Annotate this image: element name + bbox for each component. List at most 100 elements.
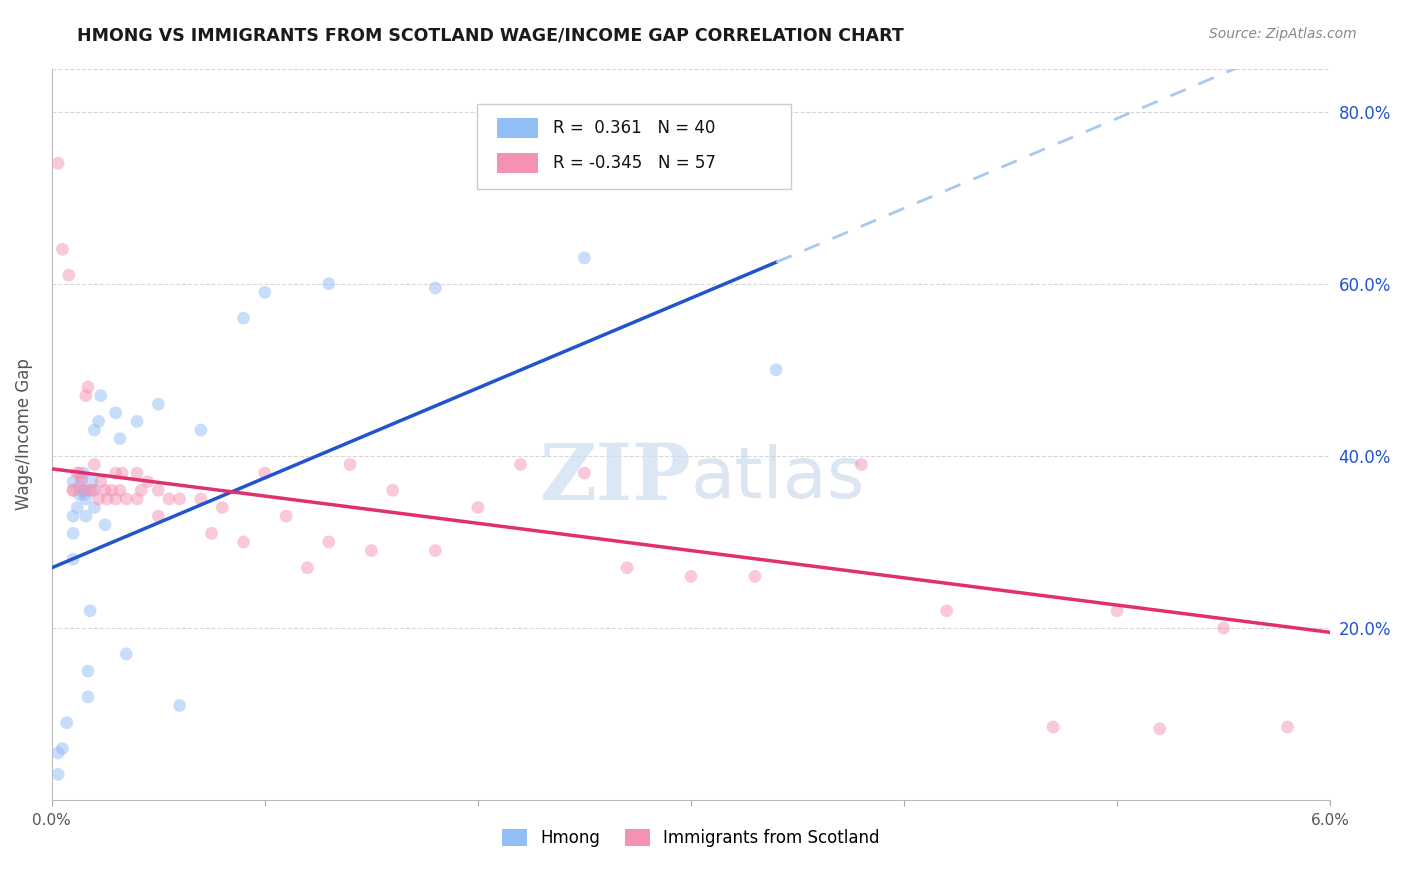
Point bbox=[157, 491, 180, 506]
Point bbox=[111, 466, 134, 480]
Point bbox=[83, 458, 105, 472]
FancyBboxPatch shape bbox=[496, 153, 537, 173]
Point bbox=[318, 277, 340, 291]
Point bbox=[339, 458, 361, 472]
Point bbox=[108, 483, 131, 498]
Point bbox=[1042, 720, 1064, 734]
Point bbox=[297, 561, 319, 575]
Point bbox=[75, 491, 97, 506]
Point bbox=[115, 491, 138, 506]
Point bbox=[125, 466, 148, 480]
Point bbox=[46, 767, 69, 781]
Point bbox=[1107, 604, 1129, 618]
Point bbox=[509, 458, 531, 472]
Point bbox=[318, 535, 340, 549]
Point bbox=[62, 526, 84, 541]
Point bbox=[211, 500, 233, 515]
Point bbox=[79, 604, 101, 618]
Point bbox=[69, 479, 91, 493]
Point bbox=[148, 483, 170, 498]
Point bbox=[79, 483, 101, 498]
Point bbox=[381, 483, 404, 498]
Point bbox=[1149, 722, 1171, 736]
Point bbox=[232, 535, 254, 549]
Point bbox=[70, 470, 93, 484]
Point bbox=[70, 475, 93, 489]
Point bbox=[1277, 720, 1299, 734]
Point bbox=[467, 500, 489, 515]
Point bbox=[83, 500, 105, 515]
Point bbox=[55, 715, 77, 730]
Point bbox=[77, 690, 100, 704]
Point bbox=[276, 509, 298, 524]
Point bbox=[169, 491, 191, 506]
Point bbox=[253, 466, 276, 480]
Point bbox=[169, 698, 191, 713]
Point bbox=[82, 483, 104, 498]
Point bbox=[136, 475, 159, 489]
Point bbox=[574, 251, 596, 265]
Point bbox=[90, 389, 112, 403]
Point bbox=[744, 569, 766, 583]
Point bbox=[125, 491, 148, 506]
Point bbox=[82, 475, 104, 489]
Point bbox=[100, 483, 122, 498]
Point bbox=[104, 491, 127, 506]
Point bbox=[62, 475, 84, 489]
Point bbox=[94, 483, 117, 498]
Point bbox=[73, 483, 96, 498]
Point bbox=[108, 432, 131, 446]
Text: HMONG VS IMMIGRANTS FROM SCOTLAND WAGE/INCOME GAP CORRELATION CHART: HMONG VS IMMIGRANTS FROM SCOTLAND WAGE/I… bbox=[77, 27, 904, 45]
Point bbox=[104, 406, 127, 420]
Point bbox=[96, 491, 118, 506]
Point bbox=[73, 487, 96, 501]
Point bbox=[104, 466, 127, 480]
Text: Source: ZipAtlas.com: Source: ZipAtlas.com bbox=[1209, 27, 1357, 41]
Point bbox=[46, 746, 69, 760]
Text: R =  0.361   N = 40: R = 0.361 N = 40 bbox=[553, 119, 716, 136]
Point bbox=[1212, 621, 1234, 635]
Point bbox=[62, 509, 84, 524]
Point bbox=[765, 363, 787, 377]
FancyBboxPatch shape bbox=[478, 104, 790, 188]
FancyBboxPatch shape bbox=[496, 118, 537, 138]
Legend: Hmong, Immigrants from Scotland: Hmong, Immigrants from Scotland bbox=[495, 822, 887, 854]
Point bbox=[94, 517, 117, 532]
Point bbox=[253, 285, 276, 300]
Point bbox=[425, 543, 447, 558]
Point bbox=[148, 397, 170, 411]
Point bbox=[83, 423, 105, 437]
Point bbox=[46, 156, 69, 170]
Point bbox=[75, 509, 97, 524]
Point bbox=[232, 311, 254, 326]
Point bbox=[935, 604, 957, 618]
Point bbox=[66, 466, 89, 480]
Point bbox=[77, 380, 100, 394]
Point bbox=[73, 483, 96, 498]
Point bbox=[73, 466, 96, 480]
Y-axis label: Wage/Income Gap: Wage/Income Gap bbox=[15, 359, 32, 510]
Point bbox=[75, 389, 97, 403]
Point bbox=[125, 414, 148, 428]
Point bbox=[58, 268, 80, 282]
Point bbox=[77, 664, 100, 678]
Text: atlas: atlas bbox=[690, 443, 865, 513]
Point bbox=[115, 647, 138, 661]
Point bbox=[148, 509, 170, 524]
Point bbox=[574, 466, 596, 480]
Point bbox=[851, 458, 873, 472]
Point bbox=[66, 500, 89, 515]
Point bbox=[87, 414, 110, 428]
Text: R = -0.345   N = 57: R = -0.345 N = 57 bbox=[553, 154, 716, 172]
Point bbox=[87, 491, 110, 506]
Point bbox=[69, 466, 91, 480]
Point bbox=[69, 487, 91, 501]
Point bbox=[129, 483, 152, 498]
Point bbox=[200, 526, 222, 541]
Point bbox=[679, 569, 702, 583]
Text: ZIP: ZIP bbox=[540, 441, 690, 516]
Point bbox=[90, 475, 112, 489]
Point bbox=[190, 491, 212, 506]
Point bbox=[190, 423, 212, 437]
Point bbox=[360, 543, 382, 558]
